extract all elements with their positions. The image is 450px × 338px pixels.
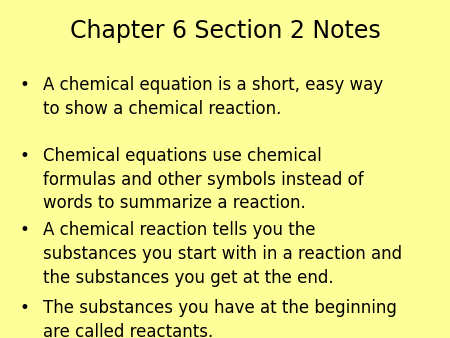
Text: Chemical equations use chemical
formulas and other symbols instead of
words to s: Chemical equations use chemical formulas… xyxy=(43,147,364,212)
Text: A chemical reaction tells you the
substances you start with in a reaction and
th: A chemical reaction tells you the substa… xyxy=(43,221,402,287)
Text: Chapter 6 Section 2 Notes: Chapter 6 Section 2 Notes xyxy=(70,19,380,43)
Text: •: • xyxy=(20,147,30,165)
Text: The substances you have at the beginning
are called reactants.: The substances you have at the beginning… xyxy=(43,299,396,338)
Text: •: • xyxy=(20,299,30,317)
Text: •: • xyxy=(20,221,30,239)
Text: •: • xyxy=(20,76,30,94)
Text: A chemical equation is a short, easy way
to show a chemical reaction.: A chemical equation is a short, easy way… xyxy=(43,76,383,118)
